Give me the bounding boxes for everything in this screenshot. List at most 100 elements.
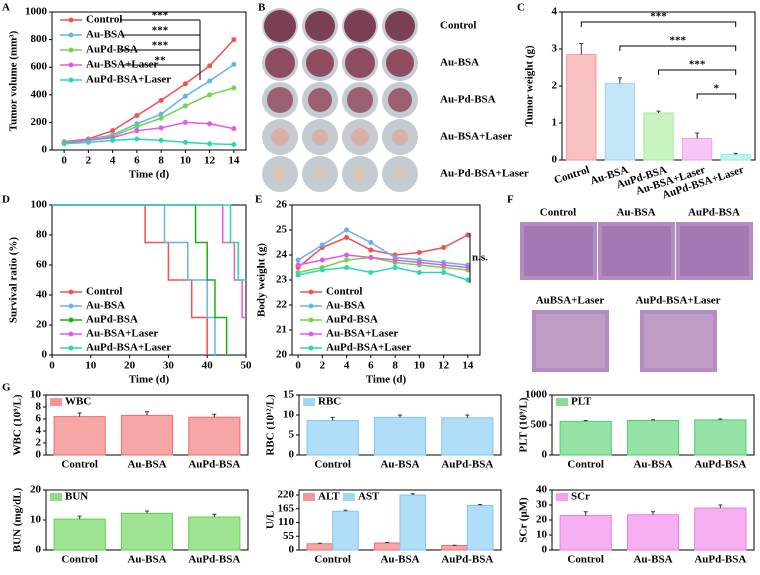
y-axis-label: Tumor weight (g): [524, 45, 536, 127]
tumor: [386, 49, 414, 77]
y-tick-label: 2: [552, 80, 558, 92]
y-tick-label: 10: [536, 529, 548, 541]
error-bar: [145, 411, 149, 416]
data-point: [295, 262, 301, 268]
error-bar: [77, 412, 82, 417]
error-bar: [317, 542, 322, 544]
significance-bracket: [658, 69, 737, 75]
y-tick-label: 8: [36, 401, 42, 413]
x-tick-label: 4: [110, 155, 116, 167]
y-tick-label: 0: [289, 449, 295, 461]
bar: [53, 518, 106, 551]
image-label: AuPd-BSA: [688, 207, 740, 219]
error-bar: [695, 132, 700, 139]
survival-curve: [52, 204, 216, 355]
data-point: [110, 128, 116, 134]
row-label: Au-BSA: [440, 57, 479, 69]
y-axis-label: RBC (10¹²/L): [265, 394, 277, 456]
legend-marker: [68, 289, 74, 295]
y-tick-label: 0: [542, 544, 548, 556]
x-tick-label: 10: [414, 360, 426, 372]
error-bar: [77, 515, 82, 520]
data-point: [182, 103, 188, 109]
histology-texture: [680, 226, 749, 276]
y-tick-label: 0: [542, 449, 548, 461]
y-axis-label: SCr (μM): [518, 497, 530, 543]
bar: [720, 153, 751, 161]
data-point: [134, 136, 140, 142]
bar: [626, 420, 680, 456]
legend-label: BUN: [65, 491, 88, 503]
x-tick-label: Au-BSA: [127, 554, 166, 566]
image-label: Au-BSA: [616, 207, 655, 219]
bar: [306, 420, 359, 456]
x-tick-label: Au-BSA: [633, 554, 672, 566]
tumor: [305, 11, 335, 41]
data-point: [368, 240, 374, 245]
data-point: [134, 128, 140, 134]
y-tick-label: 15: [283, 389, 295, 401]
data-point: [344, 265, 350, 270]
significance-label: *: [714, 83, 720, 95]
legend-swatch: [303, 398, 315, 406]
y-tick-label: 80: [36, 229, 48, 241]
legend-label: AuPd-BSA+Laser: [326, 342, 411, 354]
y-axis-label: Survival ratio (%): [8, 237, 20, 323]
bar: [643, 112, 674, 161]
y-tick-label: 22: [276, 299, 288, 311]
x-tick-label: 8: [158, 155, 164, 167]
y-tick-label: 0: [36, 544, 42, 556]
y-tick-label: 100: [31, 199, 48, 211]
legend-label: ALT: [318, 491, 340, 503]
x-tick-label: 30: [163, 360, 175, 372]
data-point: [392, 257, 398, 263]
row-label: Control: [440, 20, 476, 32]
bar: [466, 505, 494, 551]
error-bar: [410, 493, 415, 495]
data-point: [158, 125, 164, 131]
legend-marker: [68, 62, 74, 68]
x-tick-label: 0: [49, 360, 55, 372]
data-point: [368, 270, 374, 275]
x-tick-label: 40: [202, 360, 214, 372]
x-tick-label: Control: [314, 459, 350, 471]
significance-label: ***: [689, 59, 706, 71]
y-tick-label: 40: [36, 289, 48, 301]
error-bar: [212, 513, 217, 517]
tumor: [265, 48, 295, 78]
data-point: [61, 141, 67, 147]
x-tick-label: AuPd-BSA: [188, 459, 240, 471]
significance-bracket: [580, 21, 737, 27]
data-point: [344, 235, 350, 240]
legend-swatch: [303, 493, 315, 501]
panel-letter: C: [517, 2, 525, 14]
x-tick-label: Control: [567, 459, 603, 471]
data-point: [392, 265, 398, 270]
y-axis-label: BUN (mg/dL): [12, 487, 24, 552]
y-tick-label: 0: [552, 154, 558, 166]
data-point: [158, 137, 164, 143]
x-tick-label: AuPd-BSA: [694, 459, 746, 471]
error-bar: [651, 419, 655, 421]
y-tick-label: 0: [42, 349, 48, 361]
bar: [559, 420, 612, 456]
tumor: [353, 167, 367, 181]
legend-marker: [68, 77, 74, 83]
bar: [399, 494, 427, 551]
significance-label: ***: [152, 25, 169, 37]
y-axis-label: WBC (10⁹/L): [12, 394, 24, 455]
legend-label: Control: [86, 286, 122, 298]
bar: [681, 138, 713, 161]
data-point: [416, 270, 422, 275]
legend-label: AST: [358, 491, 380, 503]
legend-swatch: [343, 493, 355, 501]
series-line: [64, 121, 235, 144]
error-bar: [718, 418, 723, 420]
tumor: [351, 128, 369, 146]
significance-label: **: [155, 55, 167, 67]
tumor: [344, 10, 376, 42]
tumor: [271, 128, 289, 146]
survival-curve: [52, 204, 228, 355]
x-tick-label: 14: [228, 155, 240, 167]
error-bar: [398, 414, 402, 418]
